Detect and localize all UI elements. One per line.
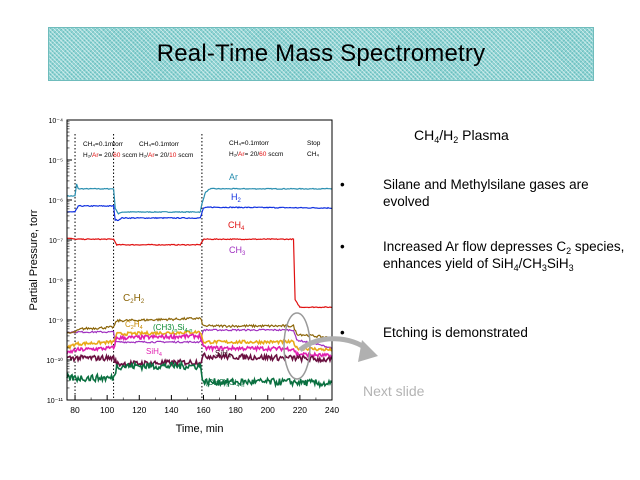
bullet-dot: • [340, 325, 345, 340]
bullet-dot: • [340, 177, 345, 192]
label-ch3: CH3 [229, 245, 246, 257]
condition-2-line2: H₂/Ar= 20/10 sccm [139, 152, 193, 159]
condition-1-line2: H₂/Ar= 20/60 sccm [83, 152, 137, 159]
series-labels: Ar H2 CH4 CH3 C2H2 C2H4 (CH3)nSi4-n SiH4… [123, 172, 246, 389]
condition-1-line1: CH₄=0.1mtorr [83, 141, 124, 148]
label-ar: Ar [229, 172, 238, 182]
condition-2-line1: CH₄=0.1mtorr [139, 141, 180, 148]
bullets-heading: CH4/H2 Plasma [414, 127, 509, 145]
x-tick-label: 240 [325, 405, 339, 415]
series-line-6 [66, 331, 333, 361]
label-c2h2: C2H2 [123, 293, 145, 305]
condition-labels: CH₄=0.1mtorr H₂/Ar= 20/60 sccm CH₄=0.1mt… [83, 140, 321, 159]
label-sih4-right: SiH4 [215, 349, 231, 360]
label-sih4-left: SiH4 [146, 347, 162, 358]
x-tick-label: 200 [261, 405, 275, 415]
series-line-5 [66, 329, 333, 352]
y-tick-label: 10⁻⁸ [49, 278, 63, 285]
slide-title: Real-Time Mass Spectrometry [156, 40, 486, 67]
series-line-3 [66, 328, 333, 350]
y-tick-label: 10⁻⁷ [49, 238, 63, 245]
condition-3-line2: H₂/Ar= 20/60 sccm [229, 151, 283, 158]
condition-3-line1: CH₄=0.1mtorr [229, 140, 270, 147]
x-tick-label: 160 [196, 405, 210, 415]
bullet-text-2: Increased Ar flow depresses C2 species, … [383, 239, 625, 273]
bullet-text-3: Etching is demonstrated [383, 325, 528, 340]
chart-grid [74, 134, 203, 400]
x-tick-label: 220 [293, 405, 307, 415]
plot-frame [66, 119, 333, 401]
condition-4-line2: CH₄ [307, 151, 319, 158]
series-line-4 [66, 316, 333, 340]
label-ch3nsi-top: (CH3)nSi4-n [153, 323, 192, 334]
series-line-2 [66, 237, 333, 309]
label-ch4: CH4 [228, 220, 245, 232]
etch-callout [283, 312, 378, 380]
next-slide-arrow-icon[interactable] [358, 340, 378, 362]
y-axis-label: Partial Pressure, torr [28, 209, 40, 310]
x-tick-label: 100 [100, 405, 114, 415]
series-line-8 [66, 359, 333, 389]
x-tick-label: 180 [229, 405, 243, 415]
bullet-dot: • [340, 239, 345, 254]
x-tick-label: 140 [164, 405, 178, 415]
bullet-text-1: Silane and Methylsilane gases are evolve… [383, 177, 589, 209]
label-h2: H2 [231, 192, 242, 204]
series-line-1 [67, 204, 333, 222]
next-slide-link[interactable]: Next slide [363, 383, 425, 399]
y-tick-label: 10⁻⁹ [49, 318, 63, 325]
y-tick-label: 10⁻¹¹ [47, 398, 64, 405]
y-tick-label: 10⁻¹⁰ [46, 357, 63, 365]
series-line-0 [66, 183, 332, 215]
x-tick-label: 80 [70, 405, 80, 415]
label-ch3nsi-bottom: (CH3)nSi4-n [205, 378, 244, 389]
axis-layer: 10⁻⁴ 10⁻⁵ 10⁻⁶ 10⁻⁷ 10⁻⁸ 10⁻⁹ 10⁻¹⁰ 10⁻¹¹ 80 100 1… [28, 118, 339, 435]
y-tick-label: 10⁻⁶ [49, 198, 63, 205]
series-layer [66, 183, 333, 389]
y-tick-label: 10⁻⁴ [49, 118, 64, 125]
condition-4-line1: Stop [307, 140, 321, 147]
label-c2h4: C2H4 [125, 320, 143, 331]
title-banner: Real-Time Mass Spectrometry [48, 27, 594, 81]
x-tick-label: 120 [132, 405, 146, 415]
y-tick-label: 10⁻⁵ [49, 158, 63, 165]
x-axis-label: Time, min [176, 423, 224, 435]
